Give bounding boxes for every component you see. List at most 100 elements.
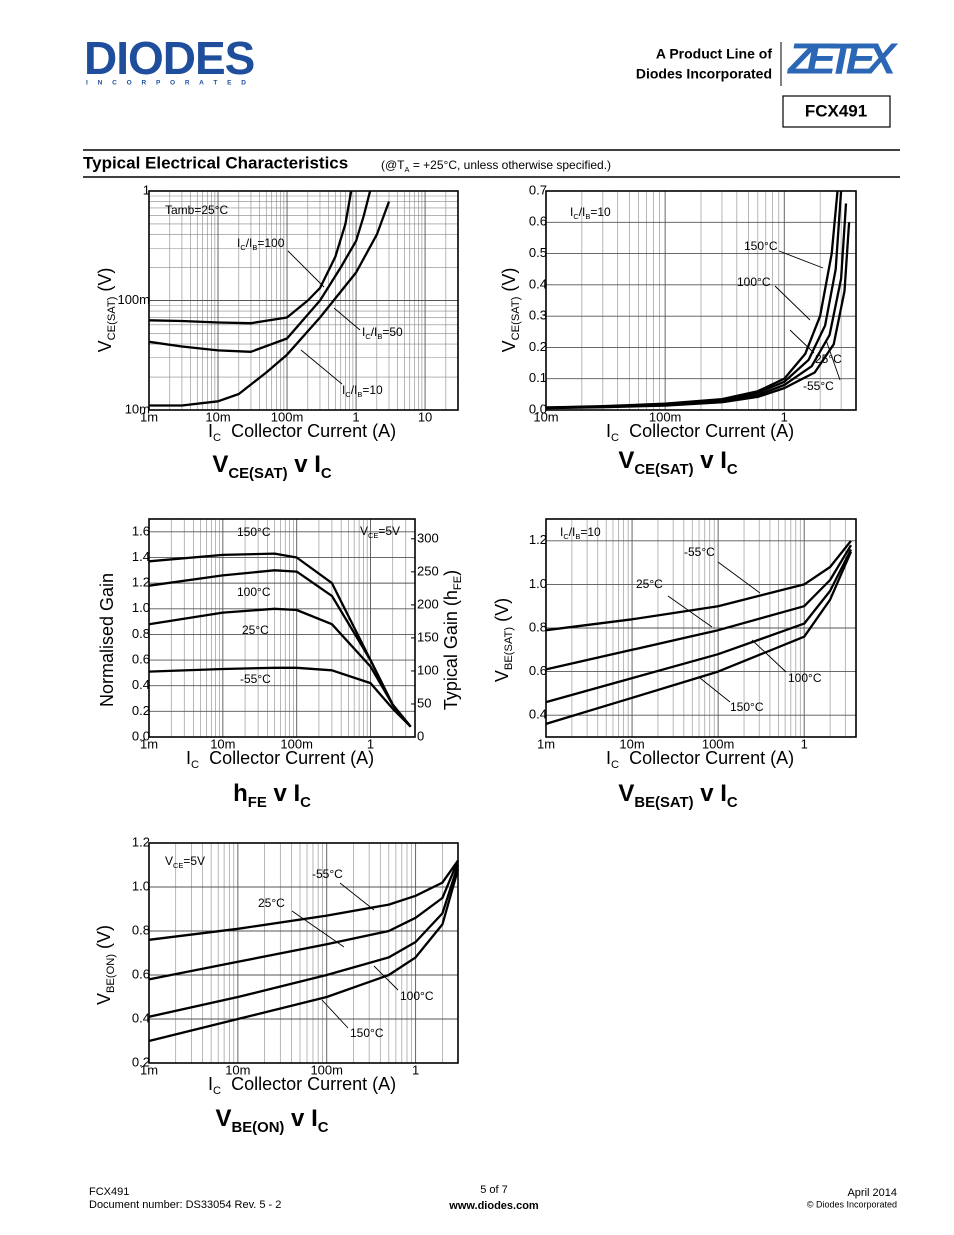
series-label: -55°C [803, 379, 834, 393]
leader-line [300, 349, 343, 385]
text-part: CE(SAT) [228, 466, 287, 482]
series-line [148, 864, 460, 1018]
leader-line [717, 561, 761, 594]
text-part: Collector Current (A) [619, 421, 794, 441]
y-axis-label: Normalised Gain [97, 573, 117, 707]
text-part: V [212, 451, 228, 478]
chart-title: VCE(SAT) v IC [618, 447, 738, 478]
text-part: C [318, 1120, 329, 1136]
y-tick-label: 0.8 [132, 922, 150, 937]
y-tick-label: 0.4 [132, 677, 150, 692]
product-line: A Product Line of [656, 46, 772, 62]
text-part: V [499, 340, 519, 352]
text-part: =10 [362, 383, 383, 397]
text-part: V [215, 1105, 231, 1132]
part-number: FCX491 [805, 101, 867, 120]
series-label: -55°C [684, 545, 715, 559]
text-part: I [606, 421, 611, 441]
x-axis-label: IC Collector Current (A) [208, 1074, 396, 1097]
x-tick-label: 1 [801, 736, 808, 751]
leader-line [667, 595, 713, 628]
footer-part: FCX491 [89, 1186, 129, 1198]
text-part: (V) [95, 268, 115, 297]
footer-url: www.diodes.com [448, 1200, 539, 1212]
brand: ZETEX [786, 35, 899, 84]
series-label: 100°C [400, 989, 434, 1003]
text-part: Typical Gain (h [441, 590, 461, 710]
text-part: I [186, 748, 191, 768]
chart-title: hFE v IC [233, 780, 311, 811]
y-tick-label: 10m [125, 401, 150, 416]
y-tick-label: 1.0 [529, 576, 547, 591]
text-part: (V) [94, 925, 114, 954]
y-tick-label: 1.6 [132, 523, 150, 538]
series-label: 25°C [242, 623, 269, 637]
x-tick-label: 1 [352, 409, 359, 424]
series-label: 25°C [815, 352, 842, 366]
y2-tick-label: 0 [417, 728, 424, 743]
text-part: B [252, 243, 257, 252]
y2-tick-label: 50 [417, 695, 431, 710]
text-part: v I [267, 780, 300, 807]
text-part: V [94, 993, 114, 1005]
series-label: 100°C [737, 275, 771, 289]
text-part: V [492, 670, 512, 682]
text-part: =10 [580, 525, 601, 539]
y-tick-label: 0.7 [529, 182, 547, 197]
text-part: v I [694, 447, 727, 474]
leader-line [825, 339, 841, 381]
company: Diodes Incorporated [636, 66, 772, 82]
text-part: /I [579, 205, 586, 219]
text-part: =100 [257, 236, 284, 250]
text-part: A [405, 165, 410, 174]
x-tick-label: 10m [619, 736, 644, 751]
text-part: /I [351, 383, 358, 397]
text-part: /I [371, 325, 378, 339]
series-line [545, 540, 852, 632]
annotation: Tamb=25°C [165, 203, 228, 217]
y-tick-label: 0.0 [529, 401, 547, 416]
y-tick-label: 0.3 [529, 308, 547, 323]
y-tick-label: 0.1 [529, 370, 547, 385]
y2-axis-label: Typical Gain (hFE) [441, 570, 464, 710]
text-part: I [570, 205, 573, 219]
series-line [148, 869, 460, 1043]
text-part: V [360, 524, 368, 538]
y-tick-label: 0.0 [132, 728, 150, 743]
x-axis-label: IC Collector Current (A) [186, 748, 374, 771]
text-part: C [611, 432, 619, 444]
text-part: C [611, 759, 619, 771]
plot-frame [545, 190, 857, 411]
text-part: C [191, 759, 199, 771]
y-tick-label: 0.8 [529, 619, 547, 634]
leader-line [774, 285, 811, 321]
series-line [148, 190, 372, 353]
text-part: (V) [492, 598, 512, 627]
text-part: CE [173, 861, 183, 870]
leader-line [339, 882, 375, 911]
annotation: VCE=5V [165, 854, 205, 870]
text-part: C [573, 212, 579, 221]
text-part: /I [569, 525, 576, 539]
text-part: C [727, 795, 738, 811]
y-tick-label: 1 [143, 182, 150, 197]
x-tick-label: 1 [781, 409, 788, 424]
text-part: I [208, 1074, 213, 1094]
y-tick-label: 1.2 [529, 532, 547, 547]
y2-tick-label: 250 [417, 563, 439, 578]
text-part: = +25°C, unless otherwise specified.) [409, 158, 611, 172]
y-tick-label: 0.4 [529, 707, 547, 722]
series-label: 100°C [788, 671, 822, 685]
plot-frame [148, 190, 459, 411]
leader-line [333, 307, 361, 331]
plot-area [149, 843, 458, 1063]
series-label: IC/IB=10 [342, 383, 383, 399]
plot-frame [545, 518, 857, 738]
text-part: Collector Current (A) [221, 421, 396, 441]
text-part: =10 [590, 205, 611, 219]
series-line [545, 222, 851, 410]
series-line [545, 551, 853, 726]
text-part: v I [284, 1105, 317, 1132]
series-label: IC/IB=50 [362, 325, 403, 341]
